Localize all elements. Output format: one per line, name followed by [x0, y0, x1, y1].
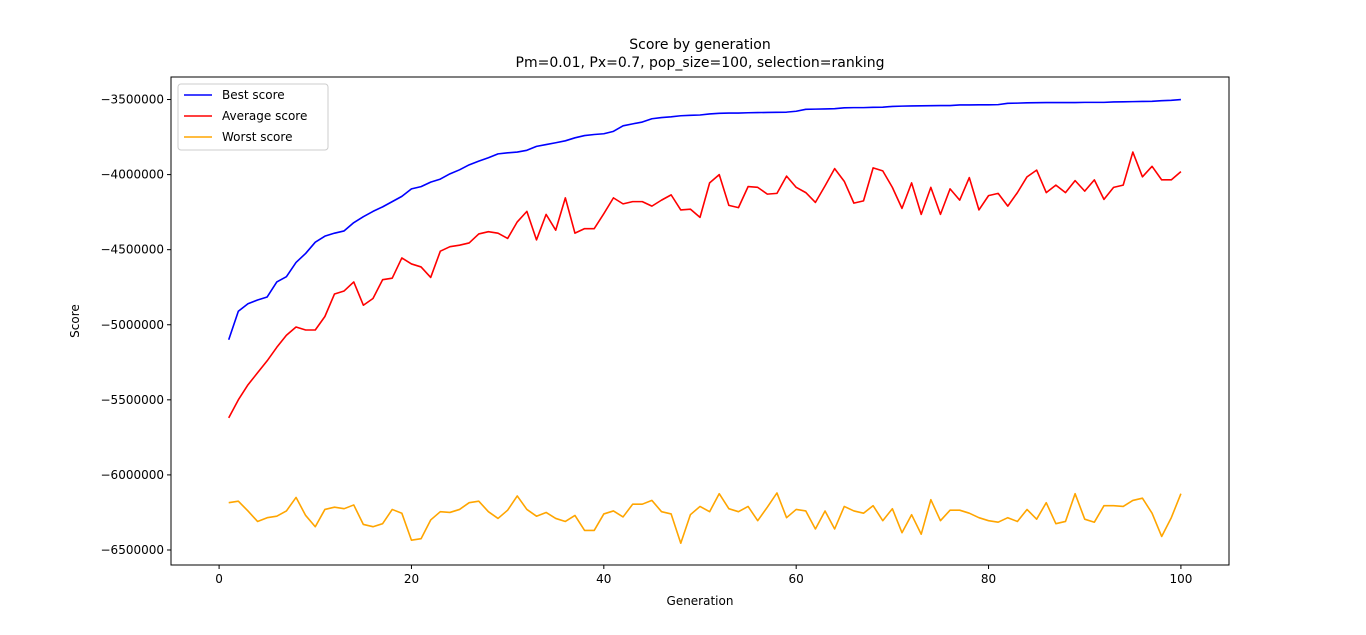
series-line-worst-score [228, 492, 1182, 545]
y-tick-label: −6000000 [101, 468, 165, 482]
axes: 0 20 40 60 80 100 −3500000 −4000000 −4500000 −500… [101, 76, 1230, 586]
legend: Best score Average score Worst score [177, 83, 329, 151]
x-axis-label: Generation [667, 594, 734, 608]
plot-frame [170, 76, 1230, 566]
series-line-best-score [227, 98, 1181, 341]
chart-subtitle: Pm=0.01, Px=0.7, pop_size=100, selection… [516, 55, 885, 71]
x-tick-label: 60 [789, 572, 804, 586]
y-tick-label: −6500000 [101, 543, 165, 557]
x-tick-label: 20 [404, 572, 419, 586]
legend-label: Worst score [222, 130, 292, 144]
series-line-average-score [228, 151, 1182, 419]
x-tick-label: 100 [1169, 572, 1192, 586]
chart-title: Score by generation [629, 37, 770, 53]
y-tick-label: −5500000 [101, 393, 165, 407]
legend-box [177, 83, 329, 151]
plot-lines [227, 98, 1182, 545]
y-tick-label: −5000000 [101, 318, 165, 332]
y-tick-label: −4000000 [101, 168, 165, 182]
y-axis-label: Score [68, 304, 82, 338]
x-tick-label: 0 [215, 572, 223, 586]
y-tick-label: −3500000 [101, 93, 165, 107]
x-tick-label: 40 [596, 572, 611, 586]
legend-label: Best score [222, 88, 285, 102]
legend-label: Average score [222, 109, 307, 123]
x-tick-label: 80 [981, 572, 996, 586]
y-tick-label: −4500000 [101, 243, 165, 257]
